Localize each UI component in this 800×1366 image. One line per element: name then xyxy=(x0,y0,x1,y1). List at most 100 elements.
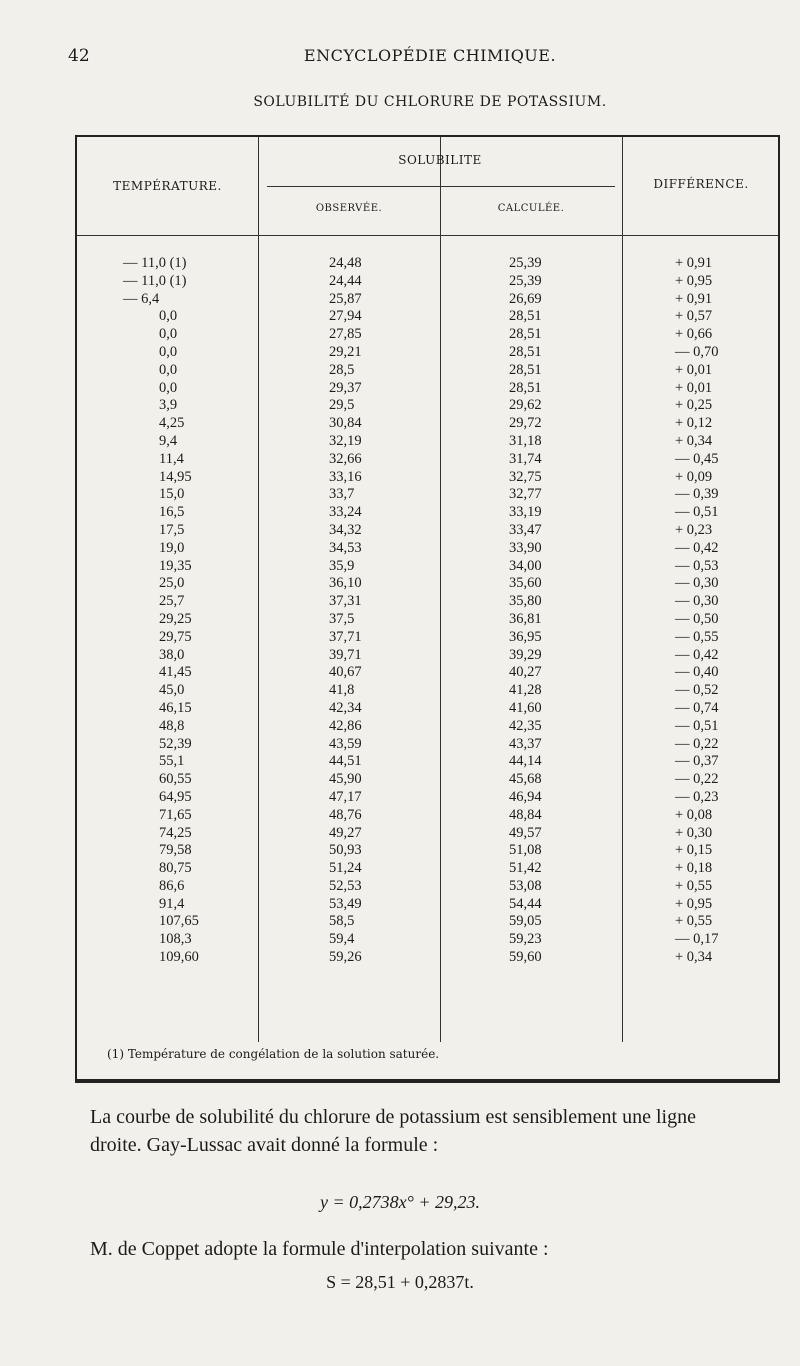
cell-temperature: 0,0 xyxy=(159,326,178,343)
cell-temperature: 107,65 xyxy=(159,913,199,930)
cell-temperature: 74,25 xyxy=(159,824,192,841)
cell-observee: 41,8 xyxy=(329,682,355,699)
cell-temperature: 16,5 xyxy=(159,504,185,521)
cell-difference: + 0,55 xyxy=(675,877,713,894)
cell-observee: 37,71 xyxy=(329,628,362,645)
table-row: 3,9 29,5 29,62 + 0,25 xyxy=(77,397,778,415)
cell-difference: — 0,42 xyxy=(675,646,719,663)
table-row: 71,65 48,76 48,84 + 0,08 xyxy=(77,807,778,825)
brace-rule xyxy=(267,186,615,187)
cell-temperature: 46,15 xyxy=(159,699,192,716)
cell-temperature: 109,60 xyxy=(159,949,199,966)
table-row: 15,0 33,7 32,77 — 0,39 xyxy=(77,486,778,504)
table-row: 107,65 58,5 59,05 + 0,55 xyxy=(77,913,778,931)
cell-observee: 24,48 xyxy=(329,255,362,271)
column-divider xyxy=(622,137,623,1042)
cell-temperature: — 6,4 xyxy=(123,290,160,307)
cell-observee: 44,51 xyxy=(329,753,362,770)
cell-calculee: 59,05 xyxy=(509,913,542,930)
table-row: 60,55 45,90 45,68 — 0,22 xyxy=(77,771,778,789)
cell-difference: — 0,50 xyxy=(675,610,719,627)
table-body: — 11,0 (1) 24,48 25,39 + 0,91 — 11,0 (1) 24,4… xyxy=(77,255,778,967)
cell-difference: — 0,42 xyxy=(675,539,719,556)
cell-temperature: 80,75 xyxy=(159,860,192,877)
cell-difference: + 0,01 xyxy=(675,379,713,396)
table-row: 16,5 33,24 33,19 — 0,51 xyxy=(77,504,778,522)
cell-difference: + 0,95 xyxy=(675,895,713,912)
cell-observee: 33,7 xyxy=(329,486,355,503)
table-row: 91,4 53,49 54,44 + 0,95 xyxy=(77,896,778,914)
cell-difference: + 0,66 xyxy=(675,326,713,343)
cell-temperature: 19,35 xyxy=(159,557,192,574)
table-row: 109,60 59,26 59,60 + 0,34 xyxy=(77,949,778,967)
paragraph-line: M. de Coppet adopte la formule d'interpo… xyxy=(90,1238,549,1260)
column-divider xyxy=(258,137,259,1042)
table-row: 0,0 28,5 28,51 + 0,01 xyxy=(77,362,778,380)
cell-temperature: 60,55 xyxy=(159,771,192,788)
cell-difference: + 0,23 xyxy=(675,521,713,538)
cell-calculee: 35,80 xyxy=(509,593,542,610)
cell-calculee: 41,28 xyxy=(509,682,542,699)
cell-calculee: 34,00 xyxy=(509,557,542,574)
cell-calculee: 32,77 xyxy=(509,486,542,503)
cell-difference: + 0,34 xyxy=(675,432,713,449)
page-number: 42 xyxy=(68,46,90,66)
cell-difference: + 0,08 xyxy=(675,806,713,823)
table-row: 45,0 41,8 41,28 — 0,52 xyxy=(77,682,778,700)
cell-calculee: 25,39 xyxy=(509,272,542,289)
cell-temperature: 4,25 xyxy=(159,415,185,432)
cell-difference: + 0,57 xyxy=(675,308,713,325)
cell-calculee: 26,69 xyxy=(509,290,542,307)
paragraph-line: droite. Gay-Lussac avait donné la formul… xyxy=(90,1134,439,1156)
table-title: SOLUBILITÉ DU CHLORURE DE POTASSIUM. xyxy=(253,94,607,110)
cell-observee: 29,5 xyxy=(329,397,355,414)
cell-observee: 52,53 xyxy=(329,877,362,894)
cell-calculee: 40,27 xyxy=(509,664,542,681)
cell-difference: — 0,51 xyxy=(675,717,719,734)
table-row: 41,45 40,67 40,27 — 0,40 xyxy=(77,664,778,682)
cell-temperature: 0,0 xyxy=(159,379,178,396)
cell-observee: 32,66 xyxy=(329,450,362,467)
cell-observee: 24,44 xyxy=(329,272,362,289)
table-row: 79,58 50,93 51,08 + 0,15 xyxy=(77,842,778,860)
cell-calculee: 36,95 xyxy=(509,628,542,645)
cell-calculee: 28,51 xyxy=(509,326,542,343)
cell-observee: 34,53 xyxy=(329,539,362,556)
cell-calculee: 51,42 xyxy=(509,860,542,877)
cell-difference: — 0,70 xyxy=(675,343,719,360)
table-row: 11,4 32,66 31,74 — 0,45 xyxy=(77,451,778,469)
table-row: 80,75 51,24 51,42 + 0,18 xyxy=(77,860,778,878)
cell-observee: 51,24 xyxy=(329,860,362,877)
table-row: 25,0 36,10 35,60 — 0,30 xyxy=(77,575,778,593)
cell-temperature: 86,6 xyxy=(159,877,185,894)
cell-difference: — 0,55 xyxy=(675,628,719,645)
running-head: ENCYCLOPÉDIE CHIMIQUE. xyxy=(303,46,557,65)
table-row: 0,0 27,94 28,51 + 0,57 xyxy=(77,308,778,326)
footnote: (1) Température de congélation de la sol… xyxy=(107,1047,440,1061)
cell-calculee: 36,81 xyxy=(509,610,542,627)
cell-temperature: 48,8 xyxy=(159,717,185,734)
cell-difference: — 0,52 xyxy=(675,682,719,699)
table-row: — 6,4 25,87 26,69 + 0,91 xyxy=(77,291,778,309)
table-row: — 11,0 (1) 24,44 25,39 + 0,95 xyxy=(77,273,778,291)
cell-observee: 33,24 xyxy=(329,504,362,521)
cell-calculee: 59,60 xyxy=(509,949,542,966)
table-row: 48,8 42,86 42,35 — 0,51 xyxy=(77,718,778,736)
cell-temperature: 11,4 xyxy=(159,450,184,467)
cell-difference: — 0,17 xyxy=(675,931,719,948)
cell-calculee: 33,90 xyxy=(509,539,542,556)
cell-observee: 25,87 xyxy=(329,290,362,307)
cell-observee: 40,67 xyxy=(329,664,362,681)
cell-temperature: 0,0 xyxy=(159,308,178,325)
table-row: 9,4 32,19 31,18 + 0,34 xyxy=(77,433,778,451)
table-row: 64,95 47,17 46,94 — 0,23 xyxy=(77,789,778,807)
cell-observee: 30,84 xyxy=(329,415,362,432)
cell-observee: 37,5 xyxy=(329,610,355,627)
table-row: 29,75 37,71 36,95 — 0,55 xyxy=(77,629,778,647)
table-row: 38,0 39,71 39,29 — 0,42 xyxy=(77,647,778,665)
table-row: 52,39 43,59 43,37 — 0,22 xyxy=(77,736,778,754)
cell-temperature: 79,58 xyxy=(159,842,192,859)
cell-difference: + 0,25 xyxy=(675,397,713,414)
cell-difference: — 0,37 xyxy=(675,753,719,770)
cell-temperature: 52,39 xyxy=(159,735,192,752)
